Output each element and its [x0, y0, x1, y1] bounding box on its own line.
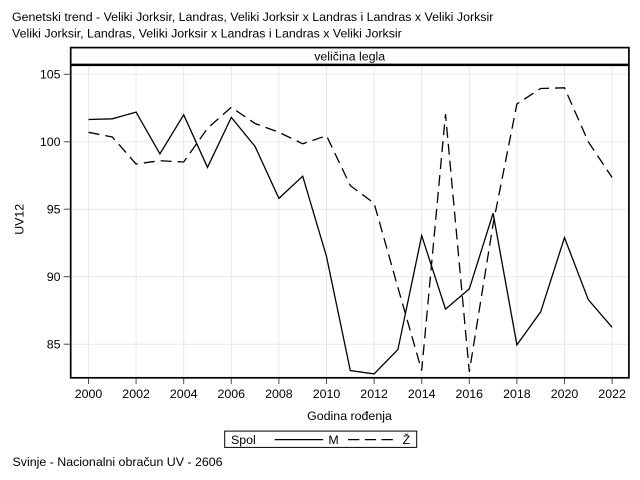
svg-text:2020: 2020 — [551, 387, 579, 401]
svg-text:2010: 2010 — [313, 387, 341, 401]
svg-text:2006: 2006 — [218, 387, 246, 401]
svg-text:Veliki Jorksir, Landras, Velik: Veliki Jorksir, Landras, Veliki Jorksir … — [12, 27, 402, 41]
svg-text:M: M — [328, 433, 338, 447]
svg-text:2000: 2000 — [75, 387, 103, 401]
svg-text:Ž: Ž — [403, 432, 411, 447]
svg-text:2014: 2014 — [408, 387, 436, 401]
svg-text:2018: 2018 — [503, 387, 531, 401]
svg-text:Genetski trend - Veliki Jorksi: Genetski trend - Veliki Jorksir, Landras… — [12, 10, 493, 24]
svg-text:95: 95 — [47, 203, 61, 217]
svg-text:2002: 2002 — [122, 387, 150, 401]
svg-text:100: 100 — [40, 135, 61, 149]
svg-text:85: 85 — [47, 338, 61, 352]
svg-text:Spol: Spol — [231, 433, 256, 447]
svg-text:Godina rođenja: Godina rođenja — [307, 409, 392, 423]
svg-text:105: 105 — [40, 68, 61, 82]
svg-text:2004: 2004 — [170, 387, 198, 401]
svg-text:UV12: UV12 — [13, 204, 27, 235]
svg-text:2012: 2012 — [360, 387, 388, 401]
svg-text:2016: 2016 — [456, 387, 484, 401]
svg-text:veličina legla: veličina legla — [314, 49, 385, 63]
svg-text:2008: 2008 — [265, 387, 293, 401]
svg-text:2022: 2022 — [598, 387, 626, 401]
svg-text:90: 90 — [47, 270, 61, 284]
svg-text:Svinje - Nacionalni obračun UV: Svinje - Nacionalni obračun UV - 2606 — [13, 455, 223, 469]
